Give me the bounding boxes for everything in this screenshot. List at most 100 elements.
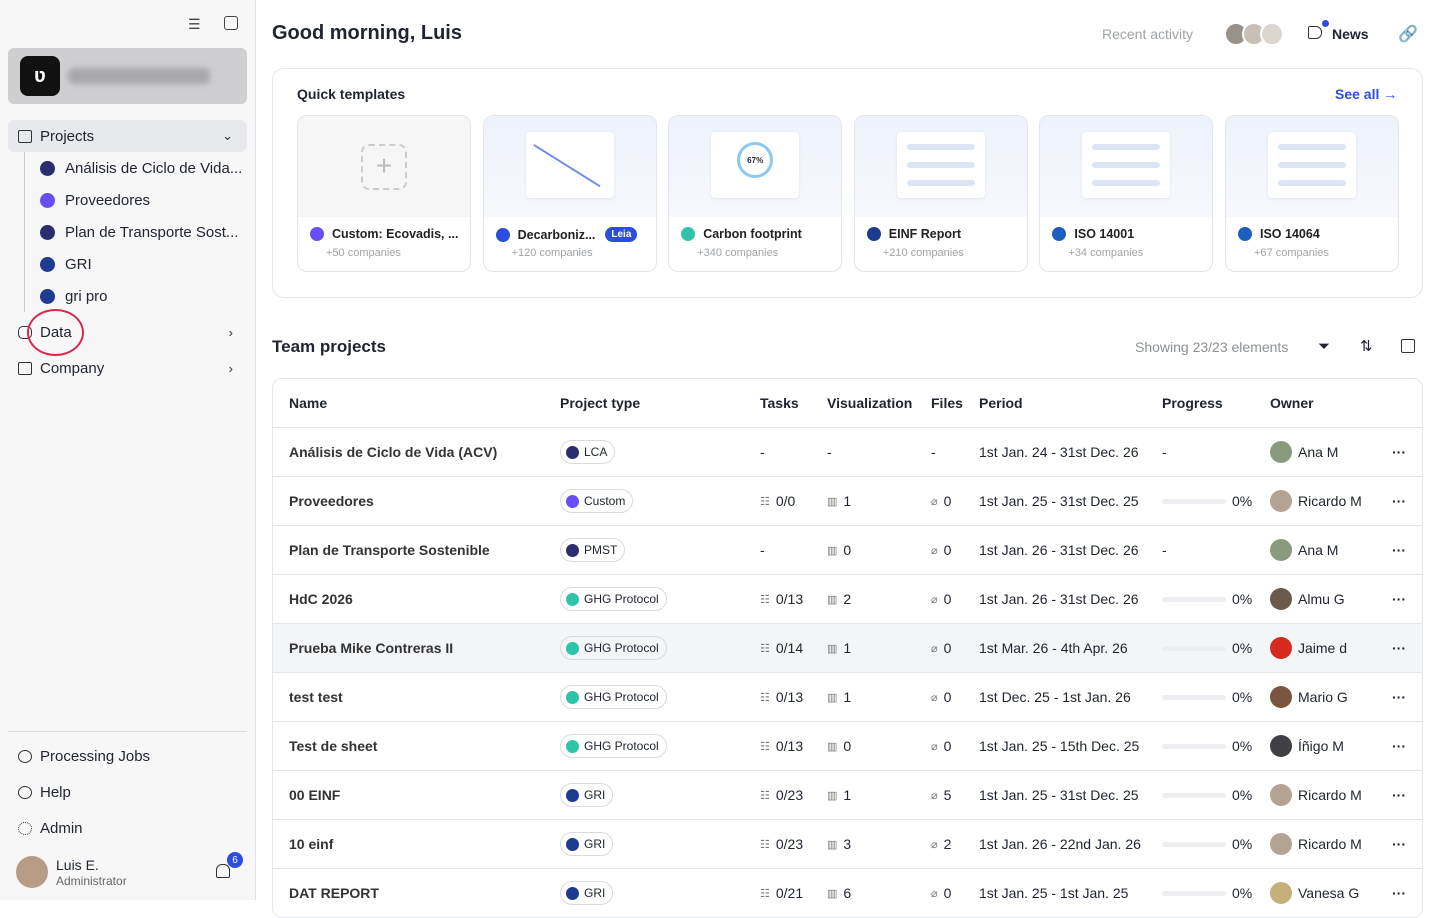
count-cell: ⌀ 0	[931, 722, 951, 770]
count-value: 1	[843, 640, 852, 656]
template-card[interactable]: ISO 14064 +67 companies	[1225, 115, 1399, 272]
template-card[interactable]: + Custom: Ecovadis, ... +50 companies	[297, 115, 471, 272]
row-menu[interactable]: ···	[1392, 640, 1406, 656]
count-icon: ☷	[760, 593, 770, 606]
type-cell: GRI	[560, 869, 614, 917]
column-header[interactable]: Owner	[1270, 395, 1314, 411]
count-cell: -	[931, 428, 936, 476]
count-cell: ⌀ 0	[931, 526, 951, 574]
project-name: 00 EINF	[289, 787, 341, 803]
type-label: GRI	[584, 886, 606, 900]
project-row[interactable]: HdC 2026 GHG Protocol ☷ 0/13 ▥ 2 ⌀ 0 1st Jan. 26…	[273, 574, 1422, 623]
row-menu[interactable]: ···	[1392, 444, 1406, 460]
project-row[interactable]: Test de sheet GHG Protocol ☷ 0/13 ▥ 0 ⌀ 0 1st Ja…	[273, 721, 1422, 770]
preview-line	[906, 162, 975, 168]
project-row[interactable]: 10 einf GRI ☷ 0/23 ▥ 3 ⌀ 2 1st Jan. 26 - 22nd Ja…	[273, 819, 1422, 868]
project-item[interactable]: GRI	[40, 248, 245, 280]
nav-label: Company	[40, 359, 105, 377]
row-menu[interactable]: ···	[1392, 542, 1406, 558]
showing-count: Showing 23/23 elements	[1135, 339, 1289, 355]
row-menu[interactable]: ···	[1392, 591, 1406, 607]
template-card[interactable]: 67% Carbon footprint +340 companies	[668, 115, 843, 272]
nav-projects[interactable]: Projects ⌄	[8, 120, 247, 152]
news-button[interactable]: News	[1332, 26, 1369, 42]
owner-name: Ricardo M	[1298, 493, 1362, 509]
progress-cell: 0%	[1162, 624, 1252, 672]
org-name-blurred	[68, 68, 210, 84]
template-thumbnail: 67%	[669, 116, 842, 217]
nav-admin[interactable]: Admin	[8, 812, 247, 844]
recent-activity[interactable]: Recent activity	[1102, 26, 1194, 42]
project-row[interactable]: Proveedores Custom ☷ 0/0 ▥ 1 ⌀ 0 1st Jan. 25 - 3…	[273, 476, 1422, 525]
nav-company[interactable]: Company ›	[8, 352, 247, 384]
column-header[interactable]: Project type	[560, 395, 641, 411]
project-item[interactable]: Proveedores	[40, 184, 245, 216]
row-menu[interactable]: ···	[1392, 738, 1406, 754]
count-cell: ▥ 1	[827, 673, 851, 721]
row-menu[interactable]: ···	[1392, 836, 1406, 852]
row-menu[interactable]: ···	[1392, 493, 1406, 509]
count-cell: ⌀ 0	[931, 673, 951, 721]
column-header[interactable]: Tasks	[760, 395, 799, 411]
type-chip: GRI	[560, 881, 614, 905]
column-header[interactable]: Name	[289, 395, 328, 411]
owner-cell: Íñigo M	[1270, 722, 1344, 770]
project-row[interactable]: DAT REPORT GRI ☷ 0/21 ▥ 6 ⌀ 0 1st Jan. 25 - 1st …	[273, 868, 1422, 917]
avatar-stack[interactable]	[1224, 22, 1284, 48]
template-companies: +210 companies	[882, 247, 964, 259]
column-header[interactable]: Visualization	[827, 395, 913, 411]
user-avatar[interactable]	[16, 856, 48, 888]
see-all[interactable]: See all →	[1335, 86, 1398, 102]
link-icon[interactable]: 🔗	[1398, 26, 1418, 43]
project-item[interactable]: Análisis de Ciclo de Vida...	[40, 152, 245, 184]
template-preview	[525, 132, 614, 198]
count-value: 1	[843, 689, 852, 705]
column-header[interactable]: Progress	[1162, 395, 1223, 411]
row-menu[interactable]: ···	[1392, 689, 1406, 705]
template-card[interactable]: EINF Report +210 companies	[853, 115, 1028, 272]
count-value: 5	[943, 787, 952, 803]
folder-icon	[18, 129, 32, 143]
preview-line	[1278, 144, 1346, 150]
count-icon: ⌀	[931, 544, 938, 557]
progress-value: 0%	[1232, 885, 1253, 901]
nav-label: Help	[40, 783, 71, 801]
count-value: 0/13	[775, 738, 804, 754]
type-chip: GRI	[560, 783, 614, 807]
filter-button[interactable]: ⏷	[1318, 338, 1331, 355]
count-value: 0	[943, 738, 952, 754]
count-cell: ▥ 1	[827, 771, 851, 819]
project-name: DAT REPORT	[289, 885, 379, 901]
type-label: GHG Protocol	[584, 641, 659, 655]
columns-button[interactable]	[1401, 339, 1415, 353]
project-row[interactable]: Prueba Mike Contreras II GHG Protocol ☷ 0/1…	[273, 623, 1422, 672]
project-item[interactable]: Plan de Transporte Sost...	[40, 216, 245, 248]
project-item[interactable]: gri pro	[40, 280, 245, 312]
type-cell: GRI	[560, 771, 614, 819]
row-menu[interactable]: ···	[1392, 885, 1406, 901]
count-icon: ▥	[827, 544, 838, 557]
template-card[interactable]: Decarboniz... Leia +120 companies	[482, 115, 657, 272]
sort-button[interactable]: ⇅	[1360, 338, 1373, 355]
column-header[interactable]: Period	[979, 395, 1023, 411]
template-card[interactable]: ISO 14001 +34 companies	[1039, 115, 1214, 272]
type-label: GHG Protocol	[584, 690, 659, 704]
collapse-icon[interactable]	[224, 16, 238, 30]
owner-cell: Ana M	[1270, 428, 1338, 476]
project-row[interactable]: Plan de Transporte Sostenible PMST - ▥ 0 ⌀ 0 1s…	[273, 525, 1422, 574]
project-row[interactable]: Análisis de Ciclo de Vida (ACV) LCA - - - 1st…	[273, 427, 1422, 476]
settings-icon[interactable]: ☰	[188, 16, 201, 32]
nav-label: Projects	[40, 127, 95, 145]
column-header[interactable]: Files	[931, 395, 963, 411]
row-menu[interactable]: ···	[1392, 787, 1406, 803]
template-thumbnail: +	[298, 116, 470, 217]
progress-bar	[1162, 743, 1226, 749]
project-row[interactable]: test test GHG Protocol ☷ 0/13 ▥ 1 ⌀ 0 1st Dec. 2…	[273, 672, 1422, 721]
nav-processing[interactable]: Processing Jobs	[8, 740, 247, 772]
owner-avatar	[1270, 441, 1292, 463]
org-switcher[interactable]: ʋ	[8, 48, 247, 104]
project-row[interactable]: 00 EINF GRI ☷ 0/23 ▥ 1 ⌀ 5 1st Jan. 25 - 31st De…	[273, 770, 1422, 819]
bell-icon[interactable]	[216, 864, 230, 878]
nav-help[interactable]: Help	[8, 776, 247, 808]
